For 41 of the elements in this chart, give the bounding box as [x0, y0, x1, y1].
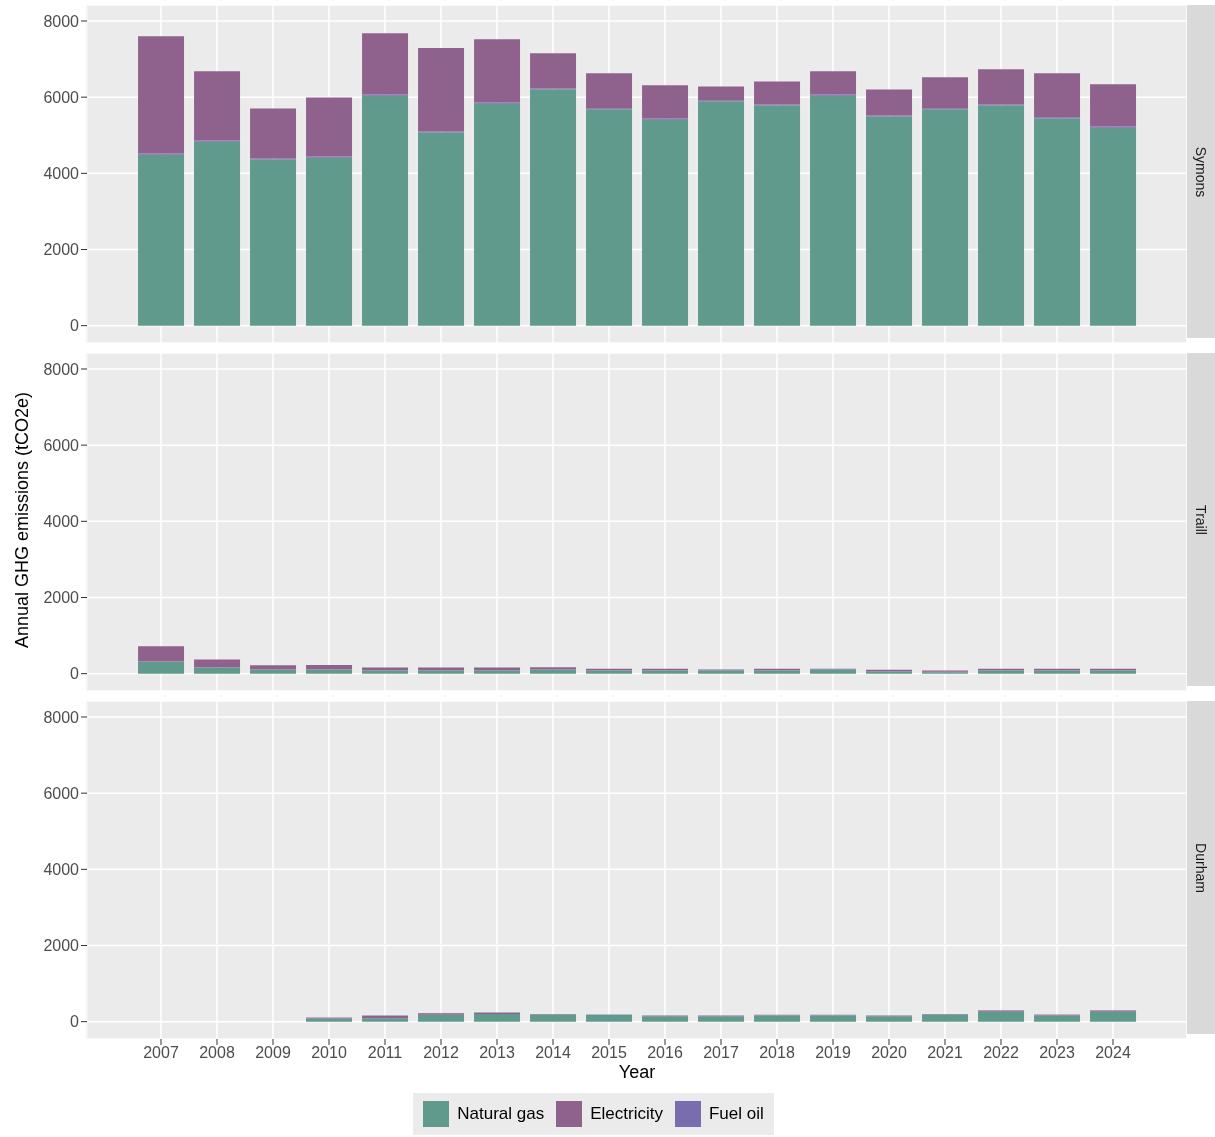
- x-tick-label: 2024: [1095, 1044, 1131, 1062]
- x-tick-label: 2023: [1039, 1044, 1075, 1062]
- x-tick-label: 2017: [703, 1044, 739, 1062]
- x-tick-label: 2019: [815, 1044, 851, 1062]
- x-tick-label: 2010: [311, 1044, 347, 1062]
- x-tick-label: 2020: [871, 1044, 907, 1062]
- text: Traill: [1193, 504, 1209, 535]
- y-tick-label: 2000: [43, 937, 80, 955]
- x-tick-label: 2009: [255, 1044, 291, 1062]
- x-tick-label: 2011: [367, 1044, 403, 1062]
- x-tick-label: 2012: [423, 1044, 459, 1062]
- y-tick-label: 4000: [43, 861, 80, 879]
- x-tick-label: 2013: [479, 1044, 515, 1062]
- y-tick-label: 4000: [43, 513, 80, 531]
- y-tick-label: 0: [70, 665, 80, 683]
- x-tick-label: 2016: [647, 1044, 683, 1062]
- y-tick-label: 2000: [43, 241, 80, 259]
- x-tick-label: 2022: [983, 1044, 1019, 1062]
- x-tick-label: 2007: [143, 1044, 179, 1062]
- y-tick-label: 6000: [43, 88, 80, 106]
- x-tick-label: 2014: [535, 1044, 571, 1062]
- x-tick-label: 2008: [199, 1044, 235, 1062]
- legend-label: Natural gas: [457, 1104, 545, 1124]
- y-tick-label: 4000: [43, 165, 80, 183]
- y-tick-label: 8000: [43, 708, 80, 726]
- x-tick-label: 2021: [927, 1044, 963, 1062]
- y-tick-label: 8000: [43, 360, 80, 378]
- y-tick-label: 0: [70, 1013, 80, 1031]
- y-tick-label: 6000: [43, 784, 80, 802]
- y-tick-label: 0: [70, 317, 80, 335]
- y-axis-title: Annual GHG emissions (tCO2e): [11, 391, 33, 648]
- x-tick-label: 2015: [591, 1044, 627, 1062]
- y-tick-label: 8000: [43, 12, 80, 30]
- legend-label: Electricity: [590, 1104, 663, 1124]
- legend-label: Fuel oil: [708, 1104, 764, 1124]
- x-tick-label: 2018: [759, 1044, 795, 1062]
- y-tick-label: 6000: [43, 436, 80, 454]
- y-tick-label: 2000: [43, 589, 80, 607]
- x-axis-title: Year: [617, 1062, 657, 1083]
- text: Symons: [1193, 146, 1210, 197]
- text: Durham: [1193, 842, 1210, 893]
